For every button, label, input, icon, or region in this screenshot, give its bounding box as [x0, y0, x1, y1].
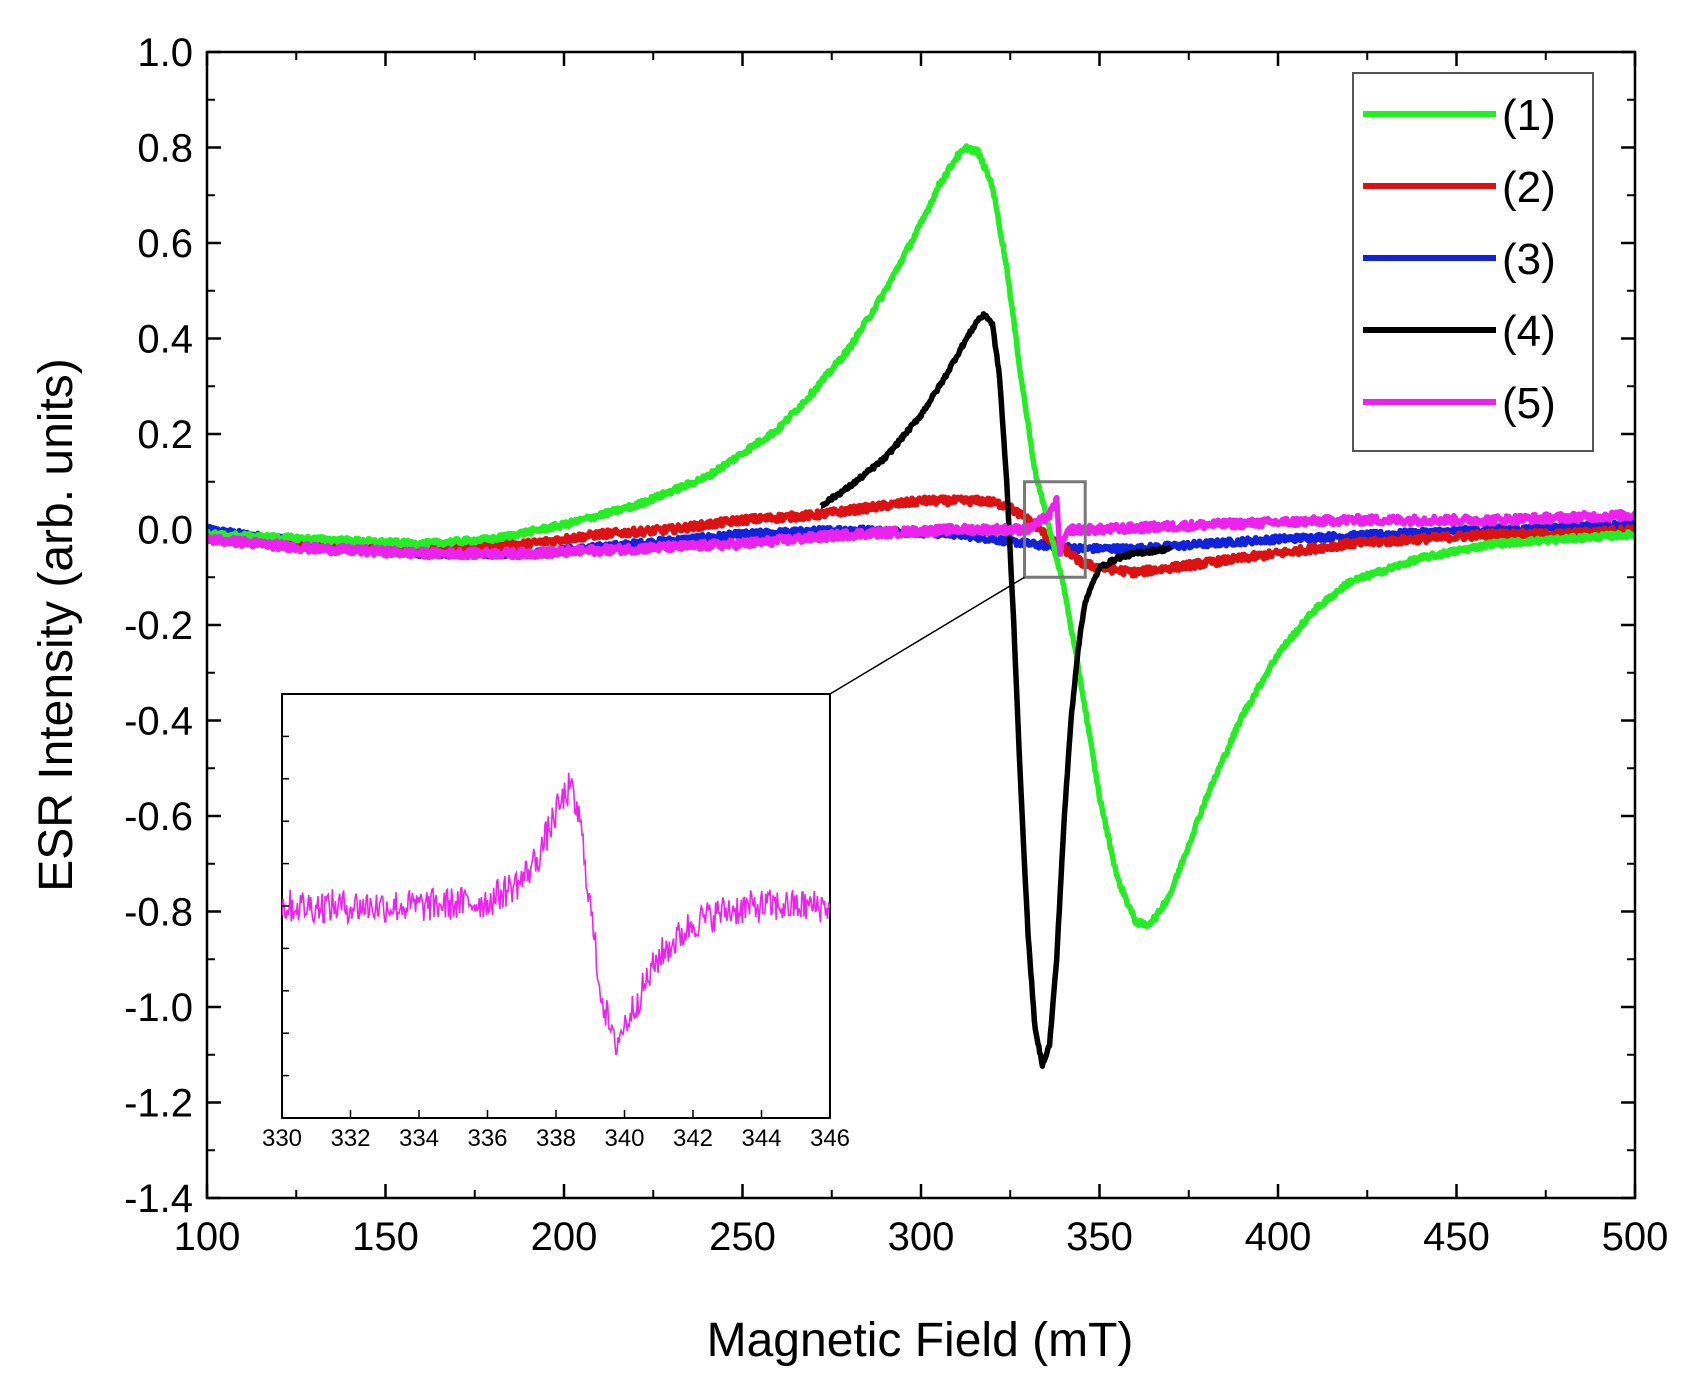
x-tick-label: 300 [888, 1215, 955, 1259]
y-tick-label: 0.4 [137, 318, 193, 362]
x-tick-label: 150 [352, 1215, 419, 1259]
legend-label-1: (1) [1502, 91, 1556, 140]
y-tick-label: 0.2 [137, 413, 193, 457]
inset-x-tick-label: 330 [262, 1125, 302, 1152]
x-tick-label: 400 [1245, 1215, 1312, 1259]
y-tick-label: 1.0 [137, 31, 193, 75]
x-tick-label: 500 [1602, 1215, 1669, 1259]
inset-frame [281, 693, 831, 1119]
series-lines [207, 143, 1635, 1069]
inset-x-tick-label: 336 [467, 1125, 507, 1152]
series-line-4 [819, 311, 1173, 1069]
y-tick-label: 0.8 [137, 127, 193, 171]
y-tick-label: 0.6 [137, 222, 193, 266]
y-tick-label: -1.0 [124, 986, 193, 1030]
legend-label-4: (4) [1502, 307, 1556, 356]
y-tick-label: -1.2 [124, 1082, 193, 1126]
legend-label-3: (3) [1502, 235, 1556, 284]
x-tick-label: 450 [1423, 1215, 1490, 1259]
x-tick-label: 350 [1066, 1215, 1133, 1259]
inset-axis-ticks: 330 332 334 336 338 340 342 344 346 [262, 693, 850, 1152]
x-tick-label: 250 [709, 1215, 776, 1259]
y-tick-label: -0.2 [124, 604, 193, 648]
inset-x-tick-label: 338 [536, 1125, 576, 1152]
plot-frame [205, 50, 1637, 1200]
y-tick-label: -1.4 [124, 1177, 193, 1221]
legend-box [1352, 72, 1594, 452]
legend-label-5: (5) [1502, 379, 1556, 428]
inset-x-tick-label: 340 [604, 1125, 644, 1152]
inset-plot [282, 772, 830, 1056]
x-axis-title: Magnetic Field (mT) [707, 1314, 1134, 1367]
inset-x-tick-label: 344 [741, 1125, 781, 1152]
x-tick-label: 200 [531, 1215, 598, 1259]
inset-series-line [282, 772, 830, 1056]
inset-x-tick-label: 334 [399, 1125, 439, 1152]
inset-x-tick-label: 332 [330, 1125, 370, 1152]
zoom-box [1023, 480, 1087, 579]
y-axis-title: ESR Intensity (arb. units) [30, 358, 83, 892]
y-tick-label: -0.8 [124, 891, 193, 935]
axis-ticks: 100 150 200 250 300 350 400 450 500 1.0 0.8 0.6 0.4 0… [124, 31, 1668, 1259]
inset-x-tick-label: 346 [810, 1125, 850, 1152]
inset-x-tick-label: 342 [673, 1125, 713, 1152]
legend: (1) (2) (3) (4) (5) [1363, 91, 1556, 428]
series-line-1 [207, 143, 1635, 930]
zoom-connector-line [829, 576, 1025, 695]
series-line-5 [207, 494, 1635, 561]
y-tick-label: -0.4 [124, 700, 193, 744]
y-tick-label: -0.6 [124, 795, 193, 839]
y-tick-label: 0.0 [137, 509, 193, 553]
legend-label-2: (2) [1502, 163, 1556, 212]
x-tick-label: 100 [174, 1215, 241, 1259]
